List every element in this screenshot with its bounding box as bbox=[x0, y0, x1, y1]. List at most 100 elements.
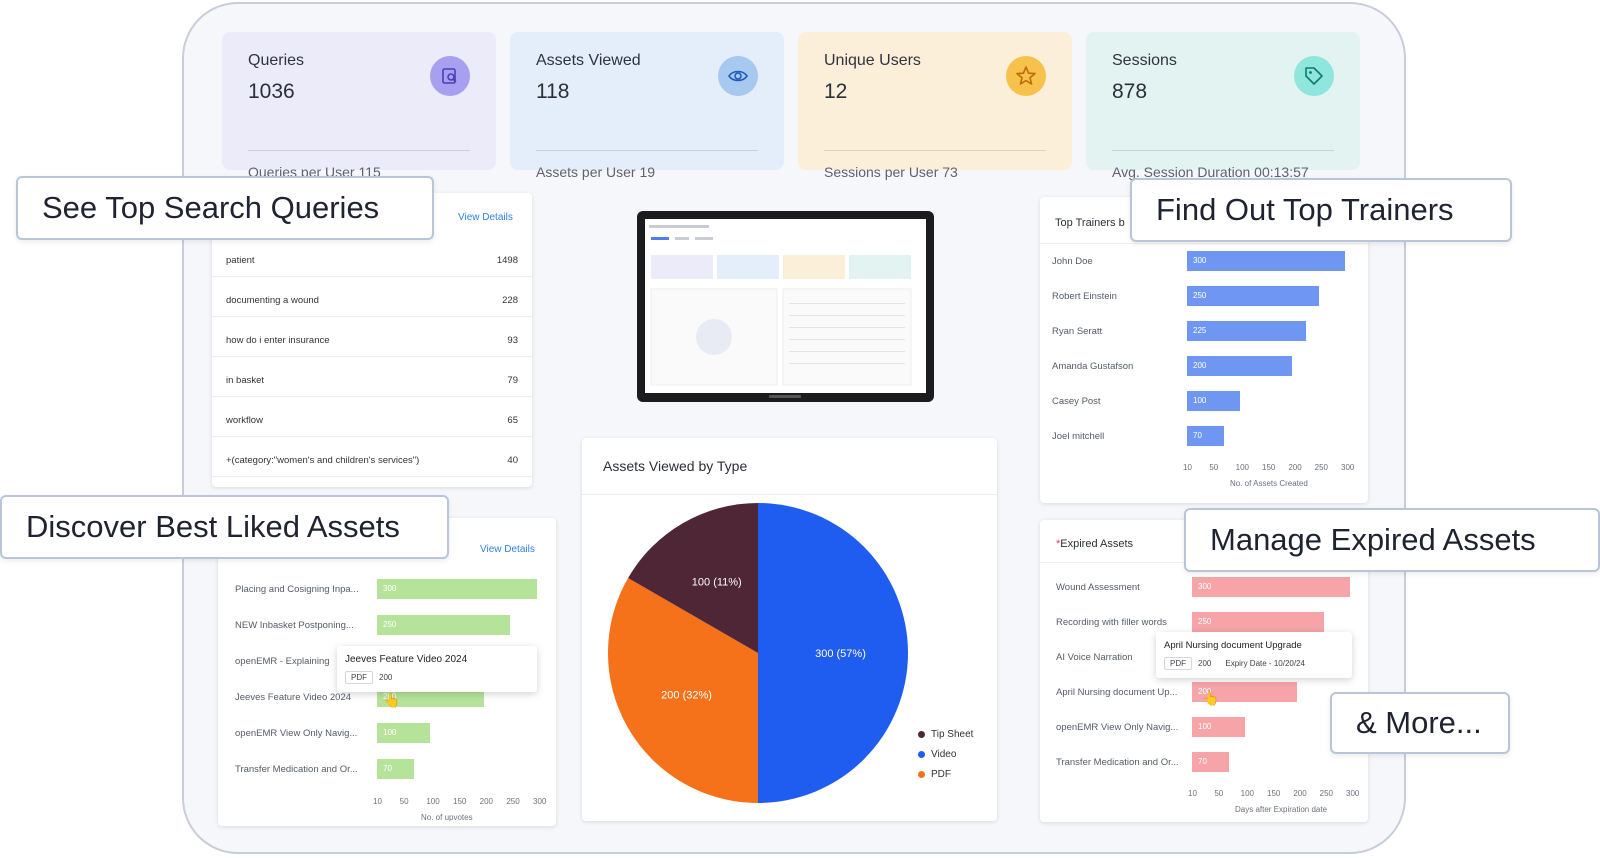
star-icon-glyph bbox=[1016, 66, 1036, 85]
callout-more: & More... bbox=[1330, 692, 1510, 754]
bar-5[interactable]: 70 bbox=[1187, 426, 1224, 446]
callout-best-liked: Discover Best Liked Assets bbox=[0, 495, 449, 559]
bar-0[interactable]: 300 bbox=[1192, 577, 1350, 597]
bar-value: 100 bbox=[1198, 722, 1212, 731]
axis-tick: 100 bbox=[1240, 789, 1255, 798]
pointer-cursor-icon: 👆 bbox=[383, 692, 401, 708]
query-row[interactable]: patient 1498 bbox=[212, 238, 532, 277]
tooltip-type: PDF bbox=[1164, 657, 1192, 670]
pie-slice-label: 300 (57%) bbox=[815, 648, 866, 660]
bar-0[interactable]: 300 bbox=[377, 579, 537, 599]
axis-tick: 200 bbox=[1288, 463, 1302, 472]
legend-item[interactable]: Video bbox=[918, 749, 956, 760]
bar-4[interactable]: 100 bbox=[1192, 717, 1245, 737]
axis-tick: 300 bbox=[533, 797, 547, 806]
bar-value: 300 bbox=[383, 584, 397, 593]
bar-value: 100 bbox=[383, 728, 397, 737]
stat-value: 118 bbox=[536, 80, 570, 103]
bar-value: 200 bbox=[1198, 687, 1212, 696]
query-count: 40 bbox=[507, 455, 518, 466]
stat-sub: Avg. Session Duration 00:13:57 bbox=[1112, 164, 1309, 180]
bar-value: 70 bbox=[383, 764, 392, 773]
legend-swatch bbox=[918, 750, 925, 758]
laptop-preview bbox=[637, 211, 934, 402]
bar-value: 70 bbox=[1193, 431, 1202, 440]
bar-4[interactable]: 100 bbox=[1187, 391, 1240, 411]
bar-5[interactable]: 70 bbox=[1192, 752, 1229, 772]
axis-tick: 100 bbox=[426, 797, 440, 806]
axis-tick: 150 bbox=[453, 797, 467, 806]
tooltip-title: April Nursing document Upgrade bbox=[1164, 640, 1302, 651]
bar-label: openEMR - Explaining bbox=[235, 656, 330, 667]
query-count: 228 bbox=[502, 295, 518, 306]
bar-label: Transfer Medication and Or... bbox=[235, 764, 358, 775]
tag-icon-glyph bbox=[1305, 67, 1323, 85]
query-text: in basket bbox=[226, 375, 265, 386]
legend-swatch bbox=[918, 770, 925, 778]
tooltip-value: 200 bbox=[1198, 659, 1212, 668]
bar-3[interactable]: 200 bbox=[1192, 682, 1297, 702]
bar-1[interactable]: 250 bbox=[377, 615, 510, 635]
axis-tick: 10 bbox=[1183, 463, 1192, 472]
pie-slice-pdf[interactable] bbox=[608, 578, 758, 803]
search-doc-icon-glyph bbox=[442, 68, 457, 84]
query-row[interactable]: how do i enter insurance 93 bbox=[212, 318, 532, 357]
bar-0[interactable]: 300 bbox=[1187, 251, 1345, 271]
bar-1[interactable]: 250 bbox=[1192, 612, 1324, 632]
tooltip-title: Jeeves Feature Video 2024 bbox=[345, 654, 468, 665]
bar-2[interactable]: 225 bbox=[1187, 321, 1306, 341]
stat-sub: Assets per User 19 bbox=[536, 164, 656, 180]
axis-tick: 150 bbox=[1267, 789, 1281, 798]
tooltip-type: PDF bbox=[345, 671, 373, 684]
query-count: 79 bbox=[507, 375, 518, 386]
expired-tooltip: April Nursing document Upgrade PDF 200 Expi… bbox=[1156, 632, 1352, 678]
stat-card-0: Queries 1036 Queries per User 115 bbox=[222, 32, 496, 180]
liked-view-details-link[interactable]: View Details bbox=[480, 544, 535, 555]
bar-label: AI Voice Narration bbox=[1056, 652, 1133, 663]
query-row[interactable]: documenting a wound 228 bbox=[212, 278, 532, 317]
bar-5[interactable]: 70 bbox=[377, 759, 414, 779]
stat-label: Sessions bbox=[1112, 52, 1177, 69]
query-row[interactable]: workflow 65 bbox=[212, 398, 532, 437]
bar-value: 250 bbox=[1193, 291, 1207, 300]
axis-tick: 50 bbox=[399, 797, 409, 806]
axis-tick: 150 bbox=[1262, 463, 1276, 472]
stat-value: 1036 bbox=[248, 80, 295, 103]
query-row[interactable]: in basket 79 bbox=[212, 358, 532, 397]
bar-label: Transfer Medication and Or... bbox=[1056, 757, 1179, 768]
stat-card-3: Sessions 878 Avg. Session Duration 00:13:5… bbox=[1086, 32, 1360, 180]
eye-icon-glyph bbox=[728, 70, 748, 82]
query-row[interactable]: +(category:"women's and children's servi… bbox=[212, 438, 532, 477]
axis-tick: 100 bbox=[1235, 463, 1250, 472]
legend-item[interactable]: Tip Sheet bbox=[918, 729, 973, 740]
axis-tick: 250 bbox=[506, 797, 520, 806]
bar-label: openEMR View Only Navig... bbox=[235, 728, 358, 739]
best-liked-panel: View Details Placing and Cosigning Inpa.… bbox=[218, 518, 556, 826]
bar-4[interactable]: 100 bbox=[377, 723, 430, 743]
pointer-cursor-icon: 👆 bbox=[1202, 690, 1220, 706]
pie-slice-tip-sheet[interactable] bbox=[628, 503, 758, 653]
bar-label: Wound Assessment bbox=[1056, 582, 1140, 593]
bar-1[interactable]: 250 bbox=[1187, 286, 1319, 306]
bar-value: 200 bbox=[1193, 361, 1207, 370]
query-text: documenting a wound bbox=[226, 295, 319, 306]
pie-chart: 300 (57%) 200 (32%) 100 (11%) bbox=[608, 503, 908, 803]
bar-value: 225 bbox=[1193, 326, 1207, 335]
bar-label: Casey Post bbox=[1052, 396, 1101, 407]
bar-3[interactable]: 200 bbox=[1187, 356, 1292, 376]
legend-item[interactable]: PDF bbox=[918, 769, 951, 780]
legend-label: PDF bbox=[931, 769, 951, 780]
axis-tick: 200 bbox=[479, 797, 494, 806]
axis-tick: 50 bbox=[1209, 463, 1219, 472]
bar-value: 300 bbox=[1198, 582, 1212, 591]
legend-label: Tip Sheet bbox=[931, 729, 974, 740]
eye-icon bbox=[718, 56, 758, 96]
bar-3[interactable]: 200 bbox=[377, 687, 484, 707]
star-icon bbox=[1006, 56, 1046, 96]
axis-tick: 250 bbox=[1314, 463, 1329, 472]
stat-value: 878 bbox=[1112, 80, 1148, 103]
legend-label: Video bbox=[931, 749, 957, 760]
tooltip-value: 200 bbox=[379, 673, 393, 682]
pie-slice-video[interactable] bbox=[758, 503, 908, 803]
queries-view-details-link[interactable]: View Details bbox=[458, 212, 513, 223]
